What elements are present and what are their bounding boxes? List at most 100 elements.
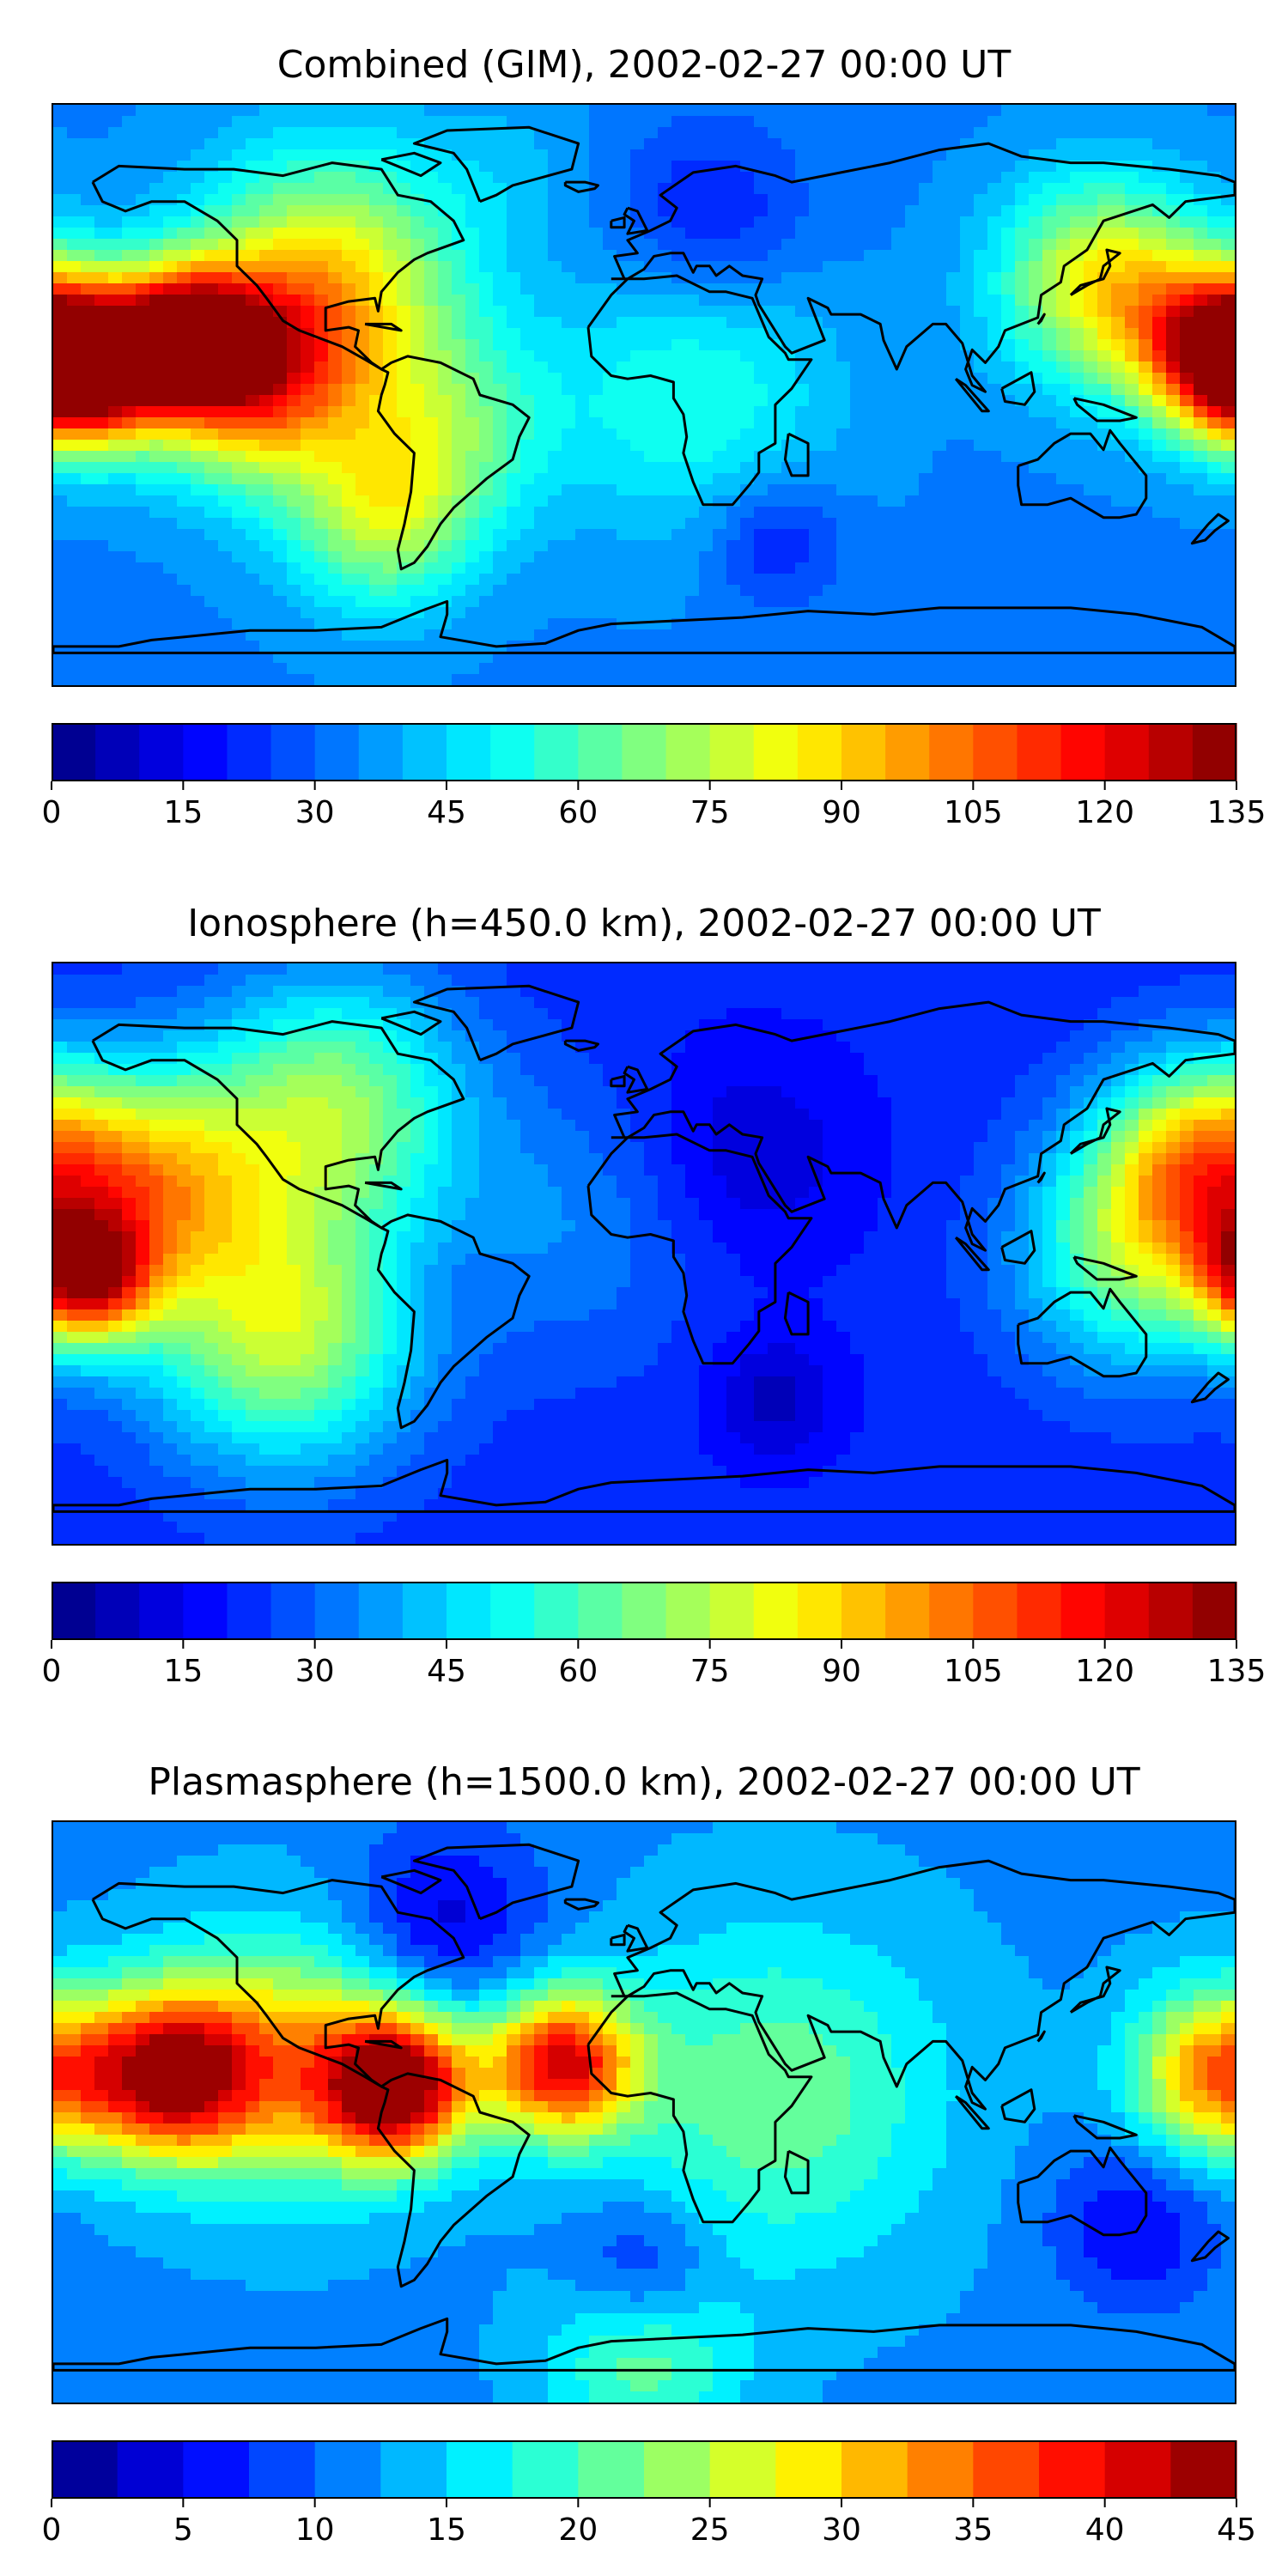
contour-cell	[259, 272, 274, 284]
contour-cell	[355, 495, 370, 507]
contour-cell	[53, 428, 68, 440]
contour-cell	[273, 406, 288, 418]
contour-cell	[191, 261, 205, 273]
contour-cell	[81, 529, 95, 541]
contour-cell	[1070, 574, 1084, 586]
contour-cell	[479, 250, 494, 262]
contour-cell	[685, 161, 700, 173]
contour-cell	[919, 395, 933, 407]
contour-cell	[768, 1008, 782, 1020]
contour-cell	[1180, 663, 1194, 675]
contour-cell	[1125, 440, 1139, 452]
contour-cell	[630, 674, 645, 685]
contour-cell	[726, 607, 741, 619]
contour-cell	[1207, 652, 1222, 664]
contour-cell	[314, 417, 329, 429]
contour-cell	[177, 205, 191, 217]
contour-cell	[946, 540, 961, 552]
contour-cell	[314, 272, 329, 284]
contour-cell	[617, 551, 631, 563]
contour-cell	[424, 183, 439, 195]
contour-cell	[479, 406, 494, 418]
contour-cell	[919, 574, 933, 586]
contour-cell	[836, 373, 851, 385]
contour-cell	[177, 395, 191, 407]
contour-cell	[1111, 172, 1126, 184]
contour-cell	[836, 317, 851, 329]
contour-cell	[232, 127, 246, 139]
contour-cell	[342, 194, 356, 206]
contour-cell	[919, 295, 933, 307]
contour-cell	[94, 607, 109, 619]
contour-cell	[878, 149, 892, 161]
contour-cell	[520, 161, 535, 173]
contour-cell	[246, 574, 260, 586]
contour-cell	[1015, 417, 1030, 429]
contour-cell	[81, 428, 95, 440]
contour-cell	[1111, 585, 1126, 597]
contour-cell	[644, 194, 659, 206]
contour-cell	[946, 484, 961, 496]
contour-cell	[287, 607, 301, 619]
contour-cell	[781, 317, 796, 329]
contour-cell	[191, 975, 205, 987]
contour-cell	[850, 529, 865, 541]
contour-cell	[314, 373, 329, 385]
contour-cell	[1194, 473, 1208, 485]
contour-cell	[191, 283, 205, 295]
contour-cell	[301, 428, 315, 440]
contour-cell	[850, 350, 865, 362]
contour-cell	[919, 328, 933, 340]
contour-cell	[342, 975, 356, 987]
contour-cell	[809, 596, 823, 608]
contour-cell	[878, 194, 892, 206]
contour-cell	[218, 618, 233, 630]
contour-cell	[891, 127, 906, 139]
contour-cell	[67, 997, 82, 1009]
contour-cell	[740, 618, 755, 630]
contour-cell	[878, 105, 892, 117]
contour-cell	[1029, 607, 1043, 619]
contour-cell	[850, 440, 865, 452]
contour-cell	[809, 261, 823, 273]
contour-cell	[603, 585, 617, 597]
contour-cell	[301, 997, 315, 1009]
contour-cell	[465, 417, 480, 429]
contour-cell	[81, 116, 95, 128]
contour-cell	[465, 652, 480, 664]
contour-cell	[122, 172, 137, 184]
contour-cell	[177, 149, 191, 161]
contour-cell	[1042, 451, 1057, 463]
contour-cell	[410, 384, 425, 396]
contour-cell	[479, 105, 494, 117]
contour-cell	[438, 406, 453, 418]
contour-cell	[933, 451, 947, 463]
contour-cell	[562, 350, 576, 362]
contour-cell	[644, 428, 659, 440]
contour-cell	[548, 663, 562, 675]
contour-cell	[1097, 540, 1112, 552]
contour-cell	[218, 261, 233, 273]
contour-cell	[122, 674, 137, 685]
contour-cell	[397, 317, 411, 329]
contour-cell	[493, 361, 507, 374]
contour-cell	[726, 963, 741, 975]
contour-cell	[177, 663, 191, 675]
contour-cell	[246, 540, 260, 552]
contour-cell	[397, 641, 411, 653]
contour-cell	[81, 272, 95, 284]
contour-cell	[823, 618, 837, 630]
contour-cell	[1152, 138, 1167, 150]
contour-cell	[548, 350, 562, 362]
contour-cell	[1001, 674, 1016, 685]
contour-cell	[1111, 384, 1126, 396]
contour-cell	[809, 607, 823, 619]
contour-cell	[149, 373, 164, 385]
contour-cell	[946, 629, 961, 641]
contour-cell	[548, 462, 562, 474]
contour-cell	[562, 406, 576, 418]
contour-cell	[232, 116, 246, 128]
contour-cell	[342, 484, 356, 496]
contour-cell	[53, 138, 68, 150]
contour-cell	[933, 183, 947, 195]
